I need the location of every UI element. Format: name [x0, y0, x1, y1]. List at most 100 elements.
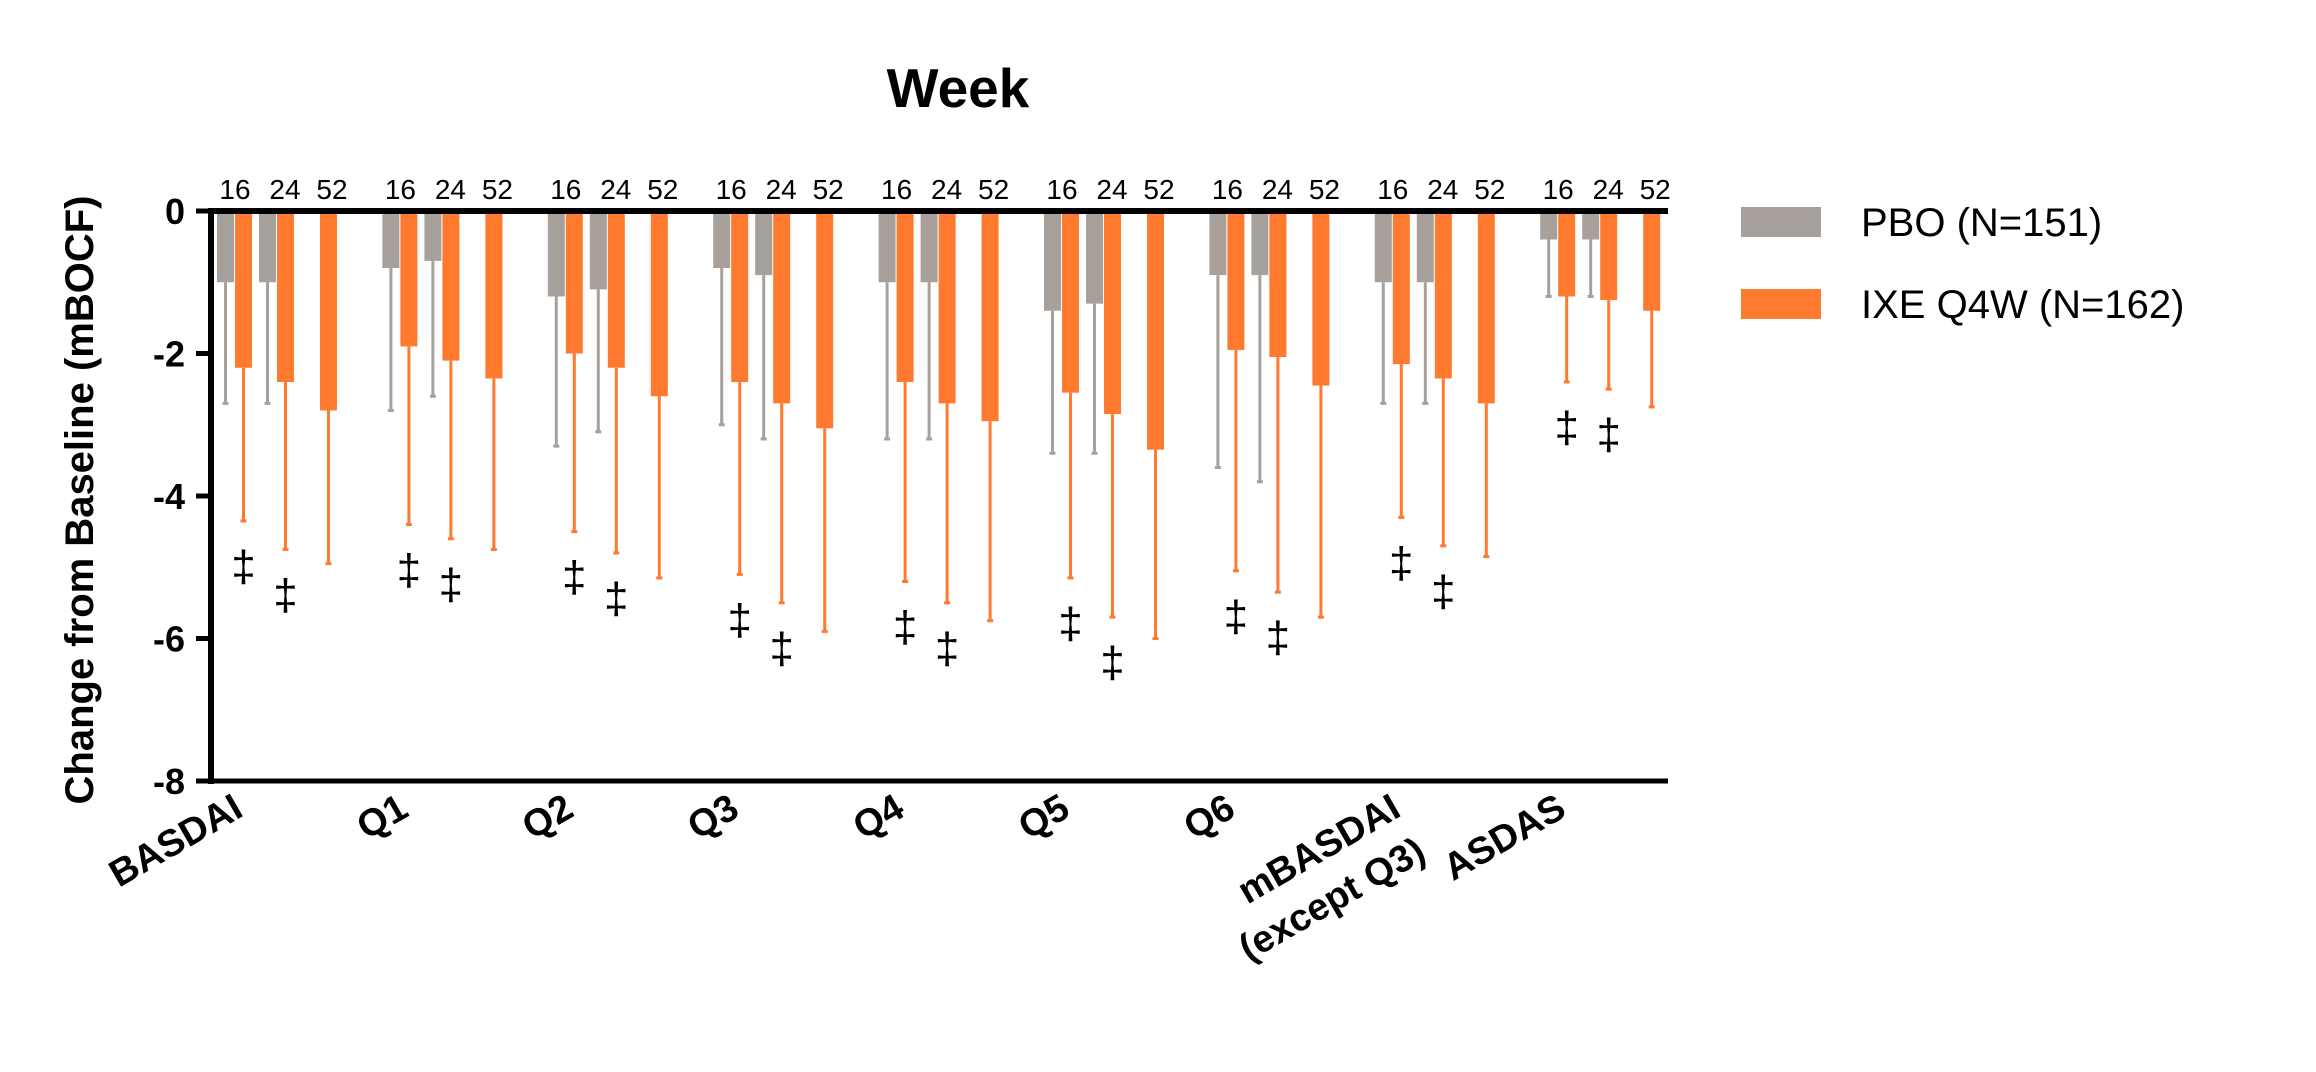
- bar-pbo: [1044, 211, 1061, 311]
- week-label: 16: [1212, 174, 1243, 205]
- y-axis-title: Change from Baseline (mBOCF): [58, 196, 102, 805]
- legend-swatch: [1741, 207, 1821, 237]
- week-label: 52: [1143, 174, 1174, 205]
- bar-pbo: [424, 211, 442, 261]
- bar-ixe: [320, 211, 337, 411]
- bar-pbo: [713, 211, 731, 268]
- week-label: 16: [550, 174, 581, 205]
- bar-ixe: [938, 211, 956, 404]
- bar-ixe: [1104, 211, 1121, 415]
- category-label: Q4: [846, 786, 911, 848]
- bar-pbo: [1582, 211, 1600, 240]
- category-label-group: Q2: [515, 786, 580, 848]
- week-label: 16: [385, 174, 416, 205]
- bar-pbo: [878, 211, 896, 283]
- significance-marker: ‡: [1058, 599, 1082, 648]
- bar-ixe: [485, 211, 503, 379]
- week-label: 24: [931, 174, 962, 205]
- category-label-group: mBASDAI(except Q3): [1231, 786, 1432, 969]
- significance-marker: ‡: [1554, 403, 1578, 452]
- significance-marker: ‡: [439, 560, 463, 609]
- week-label: 52: [1309, 174, 1340, 205]
- week-label: 16: [1543, 174, 1574, 205]
- category-label: Q1: [350, 786, 415, 848]
- category-label-group: Q1: [350, 786, 415, 848]
- bar-pbo: [1374, 211, 1392, 283]
- bar-pbo: [259, 211, 276, 283]
- bar-ixe: [400, 211, 418, 347]
- y-tick-label: -4: [153, 476, 185, 517]
- bar-pbo: [1540, 211, 1558, 240]
- bar-ixe: [1147, 211, 1164, 450]
- bar-ixe: [1392, 211, 1410, 365]
- significance-marker: ‡: [231, 542, 255, 591]
- bar-ixe: [442, 211, 460, 361]
- significance-marker: ‡: [893, 603, 917, 652]
- week-label: 52: [1474, 174, 1505, 205]
- week-label: 24: [1427, 174, 1458, 205]
- week-label: 52: [647, 174, 678, 205]
- bar-pbo: [1251, 211, 1269, 276]
- category-label-group: Q6: [1177, 786, 1242, 848]
- bar-ixe: [1477, 211, 1495, 404]
- week-label: 16: [716, 174, 747, 205]
- chart-title: Week: [887, 57, 1030, 119]
- category-label-group: BASDAI: [102, 786, 249, 895]
- week-label: 16: [881, 174, 912, 205]
- week-label: 52: [978, 174, 1009, 205]
- bar-pbo: [589, 211, 607, 290]
- significance-marker: ‡: [1431, 567, 1455, 616]
- bar-ixe: [816, 211, 834, 429]
- week-label: 24: [766, 174, 797, 205]
- y-tick-label: -8: [153, 761, 185, 802]
- legend-label: PBO (N=151): [1861, 201, 2102, 245]
- significance-marker: ‡: [1389, 538, 1413, 587]
- week-label: 24: [1262, 174, 1293, 205]
- week-label: 16: [1046, 174, 1077, 205]
- category-label: ASDAS: [1436, 786, 1572, 889]
- category-label-group: ASDAS: [1436, 786, 1572, 889]
- bar-ixe: [235, 211, 252, 368]
- significance-marker: ‡: [1596, 410, 1620, 459]
- bar-pbo: [1416, 211, 1434, 283]
- category-label: BASDAI: [102, 786, 249, 895]
- bar-pbo: [547, 211, 565, 297]
- week-label: 24: [269, 174, 300, 205]
- week-label: 24: [1096, 174, 1127, 205]
- legend-swatch: [1741, 289, 1821, 319]
- bar-ixe: [981, 211, 999, 422]
- bar-ixe: [1062, 211, 1079, 393]
- bar-ixe: [773, 211, 791, 404]
- category-label-group: Q4: [846, 786, 911, 848]
- bar-ixe: [1227, 211, 1245, 350]
- category-label: Q2: [515, 786, 580, 848]
- plot-area: 0 -2 -4 -6 -8 16 24 52 ‡ ‡ BASDAI 16 24 52 ‡ ‡ Q1 16 24 52 ‡…: [102, 174, 1670, 970]
- bar-pbo: [217, 211, 234, 283]
- significance-marker: ‡: [1224, 592, 1248, 641]
- bar-ixe: [1312, 211, 1330, 386]
- significance-marker: ‡: [1100, 638, 1124, 687]
- significance-marker: ‡: [769, 624, 793, 673]
- week-label: 24: [1593, 174, 1624, 205]
- y-tick-label: 0: [165, 191, 185, 232]
- bar-ixe: [731, 211, 749, 382]
- category-label: Q6: [1177, 786, 1242, 848]
- bar-ixe: [1643, 211, 1661, 311]
- significance-marker: ‡: [727, 595, 751, 644]
- bar-ixe: [650, 211, 668, 397]
- bar-ixe: [1434, 211, 1452, 379]
- week-label: 16: [1377, 174, 1408, 205]
- bar-ixe: [896, 211, 914, 382]
- legend-label: IXE Q4W (N=162): [1861, 283, 2184, 327]
- category-label: Q5: [1012, 786, 1077, 848]
- bar-ixe: [607, 211, 625, 368]
- week-label: 52: [316, 174, 347, 205]
- bar-ixe: [1269, 211, 1287, 358]
- significance-marker: ‡: [562, 553, 586, 602]
- category-label-group: Q3: [681, 786, 746, 848]
- category-label: Q3: [681, 786, 746, 848]
- week-label: 52: [813, 174, 844, 205]
- significance-marker: ‡: [935, 624, 959, 673]
- y-tick-label: -6: [153, 619, 185, 660]
